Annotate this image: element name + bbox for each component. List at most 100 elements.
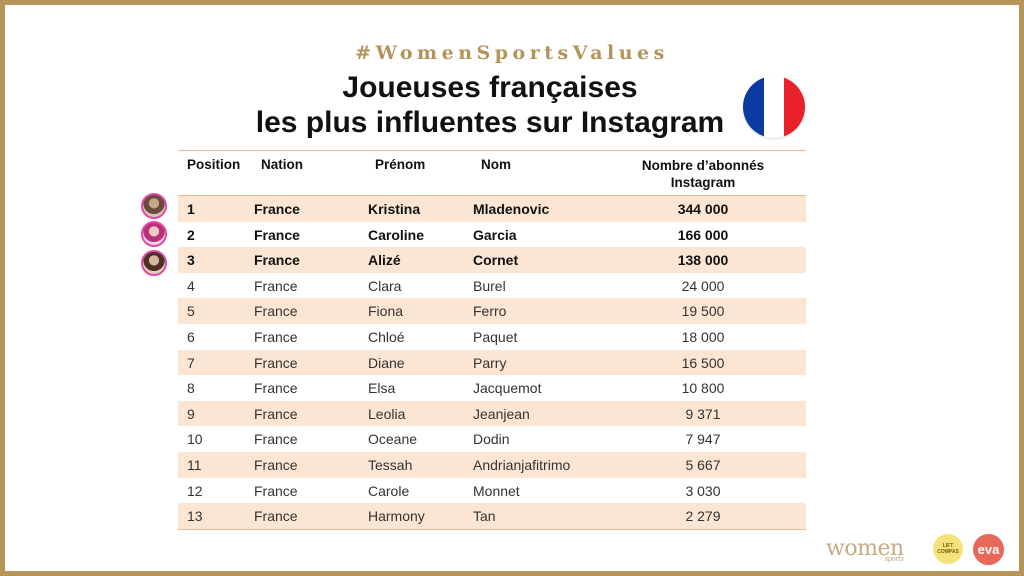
cell-position: 1	[187, 201, 195, 217]
cell-position: 8	[187, 380, 195, 397]
cell-followers: 19 500	[681, 303, 725, 320]
header-followers-line1: Nombre d’abonnés	[641, 158, 765, 173]
header-followers: Nombre d’abonnés Instagram	[613, 157, 793, 191]
header-followers-line2: Instagram	[670, 175, 736, 190]
cell-prenom: Clara	[368, 277, 402, 294]
cell-nation: France	[254, 252, 300, 269]
avatar-player-2	[141, 221, 167, 247]
cell-nom: Tan	[473, 508, 496, 525]
cell-nation: France	[254, 482, 298, 499]
cell-position: 13	[187, 508, 203, 525]
women-logo-text: women	[826, 536, 904, 561]
hashtag: #WomenSportsValues	[355, 42, 669, 64]
cell-nom: Monnet	[473, 482, 520, 499]
table-row: 3 France Alizé Cornet 138 000	[178, 247, 806, 273]
cell-nom: Dodin	[473, 431, 510, 448]
table-row: 4 France Clara Burel 24 000	[178, 273, 806, 299]
cell-nation: France	[254, 201, 300, 217]
cell-followers: 5 667	[685, 456, 721, 473]
table-row: 7 France Diane Parry 16 500	[178, 349, 806, 376]
cell-nation: France	[254, 277, 298, 294]
cell-followers: 10 800	[681, 380, 725, 397]
cell-followers: 2 279	[685, 508, 721, 525]
table-row: 6 France Chloé Paquet 18 000	[178, 324, 806, 350]
cell-nom: Jeanjean	[473, 405, 530, 422]
cell-nom: Garcia	[473, 226, 517, 243]
cell-followers: 18 000	[681, 328, 725, 345]
cell-prenom: Harmony	[368, 508, 425, 525]
cell-prenom: Leolia	[368, 405, 406, 422]
ranking-table: Position Nation Prénom Nom Nombre d’abon…	[178, 150, 806, 530]
table-row: 13 France Harmony Tan 2 279	[178, 503, 806, 529]
cell-position: 9	[187, 405, 195, 422]
cell-prenom: Chloé	[368, 328, 405, 345]
cell-nation: France	[254, 405, 298, 422]
cell-prenom: Carole	[368, 482, 410, 499]
avatar-player-1	[141, 193, 167, 219]
cell-followers: 138 000	[677, 252, 729, 269]
cell-position: 5	[187, 303, 195, 320]
lift-compass-logo: LIFT COMPAS	[933, 534, 963, 564]
flag-white	[763, 76, 785, 138]
flag-blue	[743, 76, 764, 138]
cell-followers: 7 947	[685, 431, 721, 448]
cell-nation: France	[254, 226, 300, 243]
cell-followers: 24 000	[681, 277, 725, 294]
eva-logo: eva	[973, 534, 1004, 565]
header-prenom: Prénom	[375, 157, 426, 172]
cell-nation: France	[254, 328, 298, 345]
cell-position: 10	[187, 431, 203, 448]
cell-followers: 3 030	[685, 482, 721, 499]
table-row: 12 France Carole Monnet 3 030	[178, 478, 806, 504]
cell-position: 2	[187, 226, 195, 243]
cell-nation: France	[254, 431, 298, 448]
table-row: 5 France Fiona Ferro 19 500	[178, 298, 806, 324]
cell-position: 3	[187, 252, 195, 269]
cell-nom: Mladenovic	[473, 201, 550, 217]
header-nation: Nation	[261, 157, 303, 172]
table-row: 9 France Leolia Jeanjean 9 371	[178, 400, 806, 427]
flag-red	[784, 76, 805, 138]
cell-prenom: Tessah	[368, 456, 413, 473]
cell-prenom: Oceane	[368, 431, 418, 448]
cell-followers: 9 371	[685, 405, 721, 422]
cell-followers: 166 000	[677, 226, 729, 243]
header-position: Position	[187, 157, 241, 172]
cell-prenom: Fiona	[368, 303, 404, 320]
table-row: 10 France Oceane Dodin 7 947	[178, 426, 806, 452]
cell-position: 7	[187, 354, 195, 371]
cell-nation: France	[254, 380, 298, 397]
cell-prenom: Caroline	[368, 226, 425, 243]
title-line-1: Joueuses françaises	[342, 71, 638, 104]
cell-position: 6	[187, 328, 195, 345]
cell-nom: Burel	[473, 277, 506, 294]
cell-prenom: Kristina	[368, 201, 421, 217]
title-line-2: les plus influentes sur Instagram	[255, 106, 725, 139]
cell-nation: France	[254, 508, 298, 525]
header-nom: Nom	[481, 157, 511, 172]
women-sports-logo: women sports	[826, 536, 905, 563]
table-row: 11 France Tessah Andrianjafitrimo 5 667	[178, 451, 806, 478]
cell-position: 4	[187, 277, 195, 294]
cell-position: 11	[187, 456, 202, 473]
table-body: 1 France Kristina Mladenovic 344 000 2 France C…	[178, 196, 806, 530]
france-flag-icon	[743, 76, 805, 138]
table-header: Position Nation Prénom Nom Nombre d’abon…	[178, 150, 806, 196]
cell-position: 12	[187, 482, 203, 499]
cell-nom: Cornet	[473, 252, 519, 269]
cell-nom: Jacquemot	[473, 380, 542, 397]
cell-nation: France	[254, 354, 298, 371]
women-logo-sub: sports	[884, 555, 905, 563]
table-row: 2 France Caroline Garcia 166 000	[178, 222, 806, 248]
cell-nom: Paquet	[473, 328, 518, 345]
table-row: 1 France Kristina Mladenovic 344 000	[178, 196, 806, 222]
cell-prenom: Elsa	[368, 380, 396, 397]
cell-followers: 16 500	[681, 354, 725, 371]
cell-nom: Parry	[473, 354, 507, 371]
cell-prenom: Diane	[368, 354, 405, 371]
avatar-player-3	[141, 250, 167, 276]
cell-nom: Ferro	[473, 303, 507, 320]
cell-nation: France	[254, 456, 298, 473]
table-row: 8 France Elsa Jacquemot 10 800	[178, 375, 806, 401]
